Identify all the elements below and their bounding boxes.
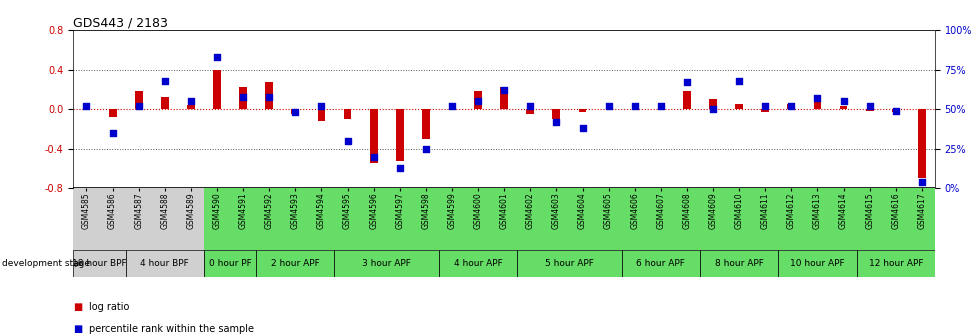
Bar [438,250,516,277]
Text: ■: ■ [73,302,82,312]
Bar [891,109,899,112]
Point [183,99,199,104]
Point [444,103,460,109]
Bar [256,250,334,277]
Bar [552,109,559,119]
Bar [473,91,481,109]
Bar [526,109,534,114]
Bar [917,109,925,178]
Text: 4 hour BPF: 4 hour BPF [140,259,189,268]
Point [209,54,225,60]
Bar [786,104,794,109]
Bar [160,97,168,109]
Text: development stage: development stage [2,259,90,268]
Text: 3 hour APF: 3 hour APF [362,259,411,268]
Point [731,78,746,83]
Text: percentile rank within the sample: percentile rank within the sample [89,324,254,334]
Bar [500,87,508,109]
Point [131,103,147,109]
Text: 18 hour BPF: 18 hour BPF [72,259,127,268]
Point [418,146,433,151]
Text: 8 hour APF: 8 hour APF [714,259,763,268]
Text: 4 hour APF: 4 hour APF [453,259,502,268]
Point [574,125,590,131]
Point [704,107,720,112]
Point [887,108,903,114]
Bar [395,109,403,161]
Bar [291,109,299,114]
Point [626,103,642,109]
Text: GDS443 / 2183: GDS443 / 2183 [73,16,168,29]
Point [313,103,329,109]
Bar [317,109,325,121]
Text: log ratio: log ratio [89,302,129,312]
Text: 10 hour APF: 10 hour APF [789,259,844,268]
Point [469,99,485,104]
Bar [125,250,203,277]
Point [78,103,94,109]
Text: 6 hour APF: 6 hour APF [636,259,685,268]
Bar [856,250,934,277]
Point [288,110,303,115]
Bar [343,109,351,119]
Point [861,103,876,109]
Bar [239,87,246,109]
Bar [578,109,586,112]
Bar [334,250,438,277]
Point [809,95,824,101]
Point [496,88,511,93]
Point [757,103,773,109]
Text: ■: ■ [73,324,82,334]
Text: 5 hour APF: 5 hour APF [545,259,594,268]
Text: 12 hour APF: 12 hour APF [867,259,922,268]
Point [600,103,616,109]
Bar [422,109,429,139]
Text: 0 hour PF: 0 hour PF [208,259,251,268]
Bar [109,109,116,117]
Bar [135,91,143,109]
Bar [187,105,195,109]
Point [339,138,355,143]
Bar [734,104,742,109]
Bar [203,250,256,277]
Point [835,99,851,104]
Bar [683,91,690,109]
Bar [516,250,621,277]
Bar [761,109,769,112]
Bar [621,250,699,277]
Point [522,103,538,109]
Bar [82,107,90,109]
Point [782,103,798,109]
Bar [73,250,125,277]
Bar [839,106,847,109]
Bar [708,99,716,109]
Bar [213,70,221,109]
Point [235,94,250,99]
Point [913,179,929,184]
Bar [778,250,856,277]
Point [548,119,563,125]
Bar [699,250,778,277]
Point [391,165,407,170]
Point [261,94,277,99]
Point [679,80,694,85]
Point [366,154,381,159]
Point [156,78,172,83]
Bar [370,109,378,164]
Point [105,130,120,136]
Point [652,103,668,109]
Bar [865,109,872,111]
Bar [813,101,821,109]
Bar [265,82,273,109]
Text: 2 hour APF: 2 hour APF [271,259,320,268]
